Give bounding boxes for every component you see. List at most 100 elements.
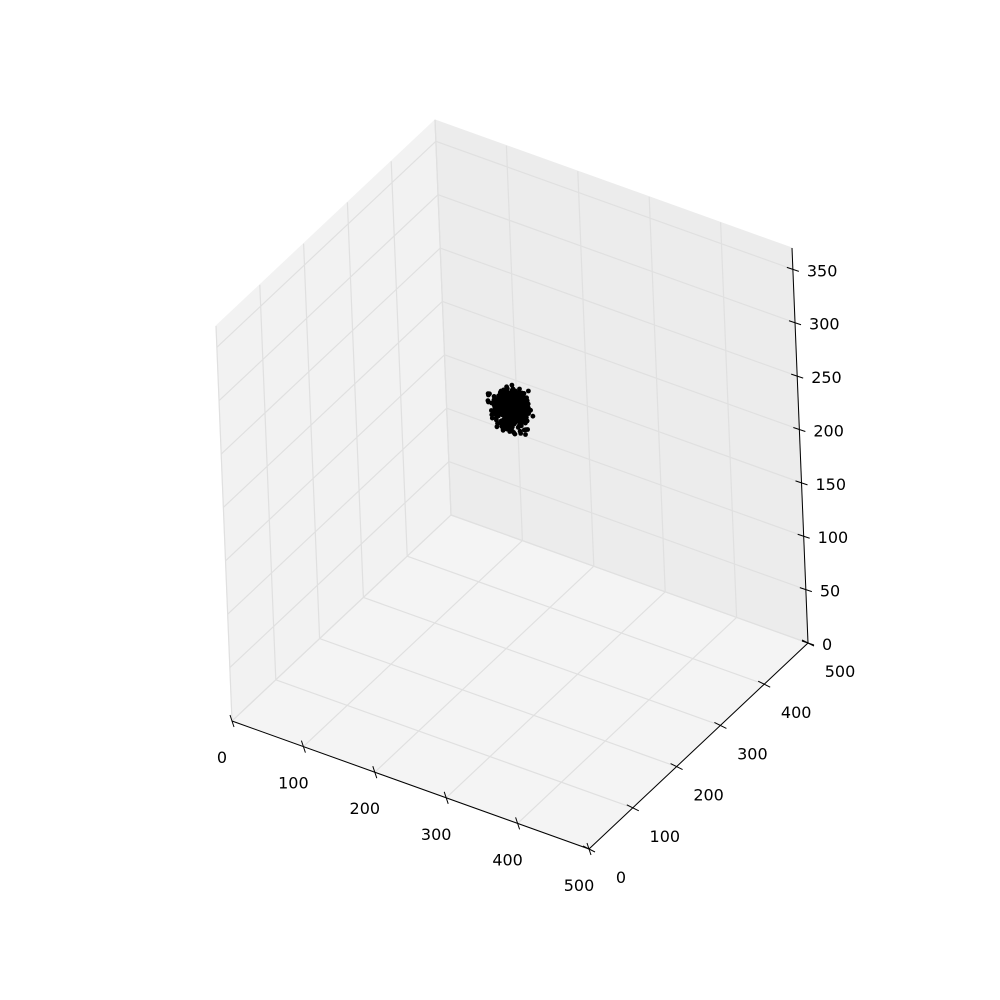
z-tick-mark: [797, 533, 810, 539]
scatter-point: [494, 417, 499, 423]
grid-line-z-back: [435, 140, 794, 270]
scatter-point: [506, 393, 511, 399]
grid-line-x-back: [577, 171, 595, 567]
scatter-point: [498, 388, 504, 394]
grid-line-z-back: [448, 461, 807, 591]
y-tick-label: 100: [650, 827, 681, 846]
z-tick-mark: [788, 320, 802, 326]
scatter-point: [503, 400, 508, 406]
x-tick-label: 500: [564, 876, 595, 895]
grid-line-y-left: [390, 161, 408, 557]
scatter-point: [520, 409, 526, 415]
scatter-point: [514, 402, 519, 408]
grid-line-y-left: [215, 325, 233, 722]
grid-line-z-back: [444, 354, 802, 484]
grid-lines: [215, 119, 809, 850]
scatter-point: [516, 423, 522, 429]
grid-line-x-back: [648, 196, 666, 592]
x-tick-mark: [300, 740, 306, 753]
scatter-point: [521, 396, 527, 402]
scatter-point: [515, 407, 521, 412]
scatter-point: [503, 408, 509, 413]
z-tick-mark: [801, 640, 815, 646]
z-tick-label: 250: [811, 368, 842, 387]
scatter-point: [517, 386, 522, 392]
x-tick-mark: [229, 714, 235, 728]
z-tick-mark: [791, 373, 804, 379]
z-tick-mark: [786, 266, 800, 272]
scatter-point: [502, 415, 508, 420]
tick-labels: 0 100 200 300 400 500 0 100 200 300 400 500 0 50 100 15…: [217, 261, 855, 895]
z-tick-mark: [795, 480, 808, 486]
scatter-point: [517, 428, 523, 434]
grid-line-z-left: [216, 140, 437, 348]
z-tick-label: 100: [818, 528, 849, 547]
scatter-point: [495, 396, 500, 402]
y-tick-label: 400: [781, 703, 812, 722]
grid-line-x-floor: [445, 591, 666, 799]
scatter-points: [485, 382, 536, 437]
grid-line-z-left: [229, 461, 450, 669]
scatter-point: [513, 394, 518, 399]
scatter-point: [530, 413, 536, 419]
z-axis-line: [791, 247, 809, 644]
grid-line-z-left: [227, 407, 448, 615]
y-tick-label: 300: [737, 744, 768, 763]
z-tick-label: 150: [816, 475, 847, 494]
scatter-point: [518, 401, 524, 407]
scatter-point: [522, 420, 528, 425]
scatter-point: [511, 415, 517, 421]
y-tick-mark: [714, 721, 727, 729]
grid-line-y-left: [434, 119, 452, 516]
x-tick-label: 200: [350, 799, 381, 818]
scatter-point: [492, 411, 498, 417]
scatter-point: [515, 414, 521, 419]
y-tick-label: 500: [825, 662, 856, 681]
grid-line-x-floor: [374, 565, 595, 773]
scatter-point: [521, 427, 527, 433]
scatter-point: [516, 418, 522, 424]
grid-line-z-left: [222, 301, 443, 508]
scatter-point: [498, 397, 504, 403]
y-tick-mark: [626, 804, 640, 812]
scatter-point: [509, 382, 515, 388]
x-tick-label: 0: [217, 748, 227, 767]
grid-line-y-floor: [275, 679, 634, 809]
scatter-point: [486, 399, 491, 405]
y-tick-mark: [757, 680, 771, 688]
scatter-point: [509, 428, 515, 434]
z-tick-label: 0: [822, 635, 832, 654]
grid-line-z-left: [225, 354, 445, 562]
scatter-point: [491, 394, 497, 399]
scatter-point: [507, 403, 513, 409]
grid-line-y-left: [346, 202, 364, 598]
grid-line-z-left: [218, 194, 439, 402]
scatter-point: [491, 397, 497, 403]
z-tick-label: 300: [809, 315, 840, 334]
y-tick-mark: [582, 845, 596, 853]
z-tick-mark: [793, 427, 806, 432]
scatter-point: [526, 388, 531, 394]
scatter-point: [508, 422, 514, 428]
scatter-point: [523, 432, 528, 437]
grid-line-y-floor: [406, 555, 765, 685]
grid-line-y-floor: [319, 638, 677, 768]
scatter-point: [489, 415, 495, 421]
axis-lines: [231, 247, 809, 850]
scatter-point: [521, 414, 527, 420]
x-tick-mark: [372, 766, 378, 779]
grid-line-y-floor: [363, 596, 721, 726]
scatter-point: [487, 391, 492, 397]
y-tick-label: 0: [616, 868, 626, 887]
grid-line-z-back: [450, 514, 809, 644]
grid-line-y-left: [259, 284, 277, 680]
scatter-point: [497, 409, 502, 415]
scatter-point: [511, 390, 516, 395]
y-tick-mark: [670, 763, 683, 771]
x-tick-mark: [515, 817, 521, 830]
x-axis-line: [231, 720, 590, 850]
x-tick-label: 400: [492, 850, 523, 869]
scatter-point: [503, 426, 509, 431]
grid-line-z-left: [231, 514, 452, 722]
